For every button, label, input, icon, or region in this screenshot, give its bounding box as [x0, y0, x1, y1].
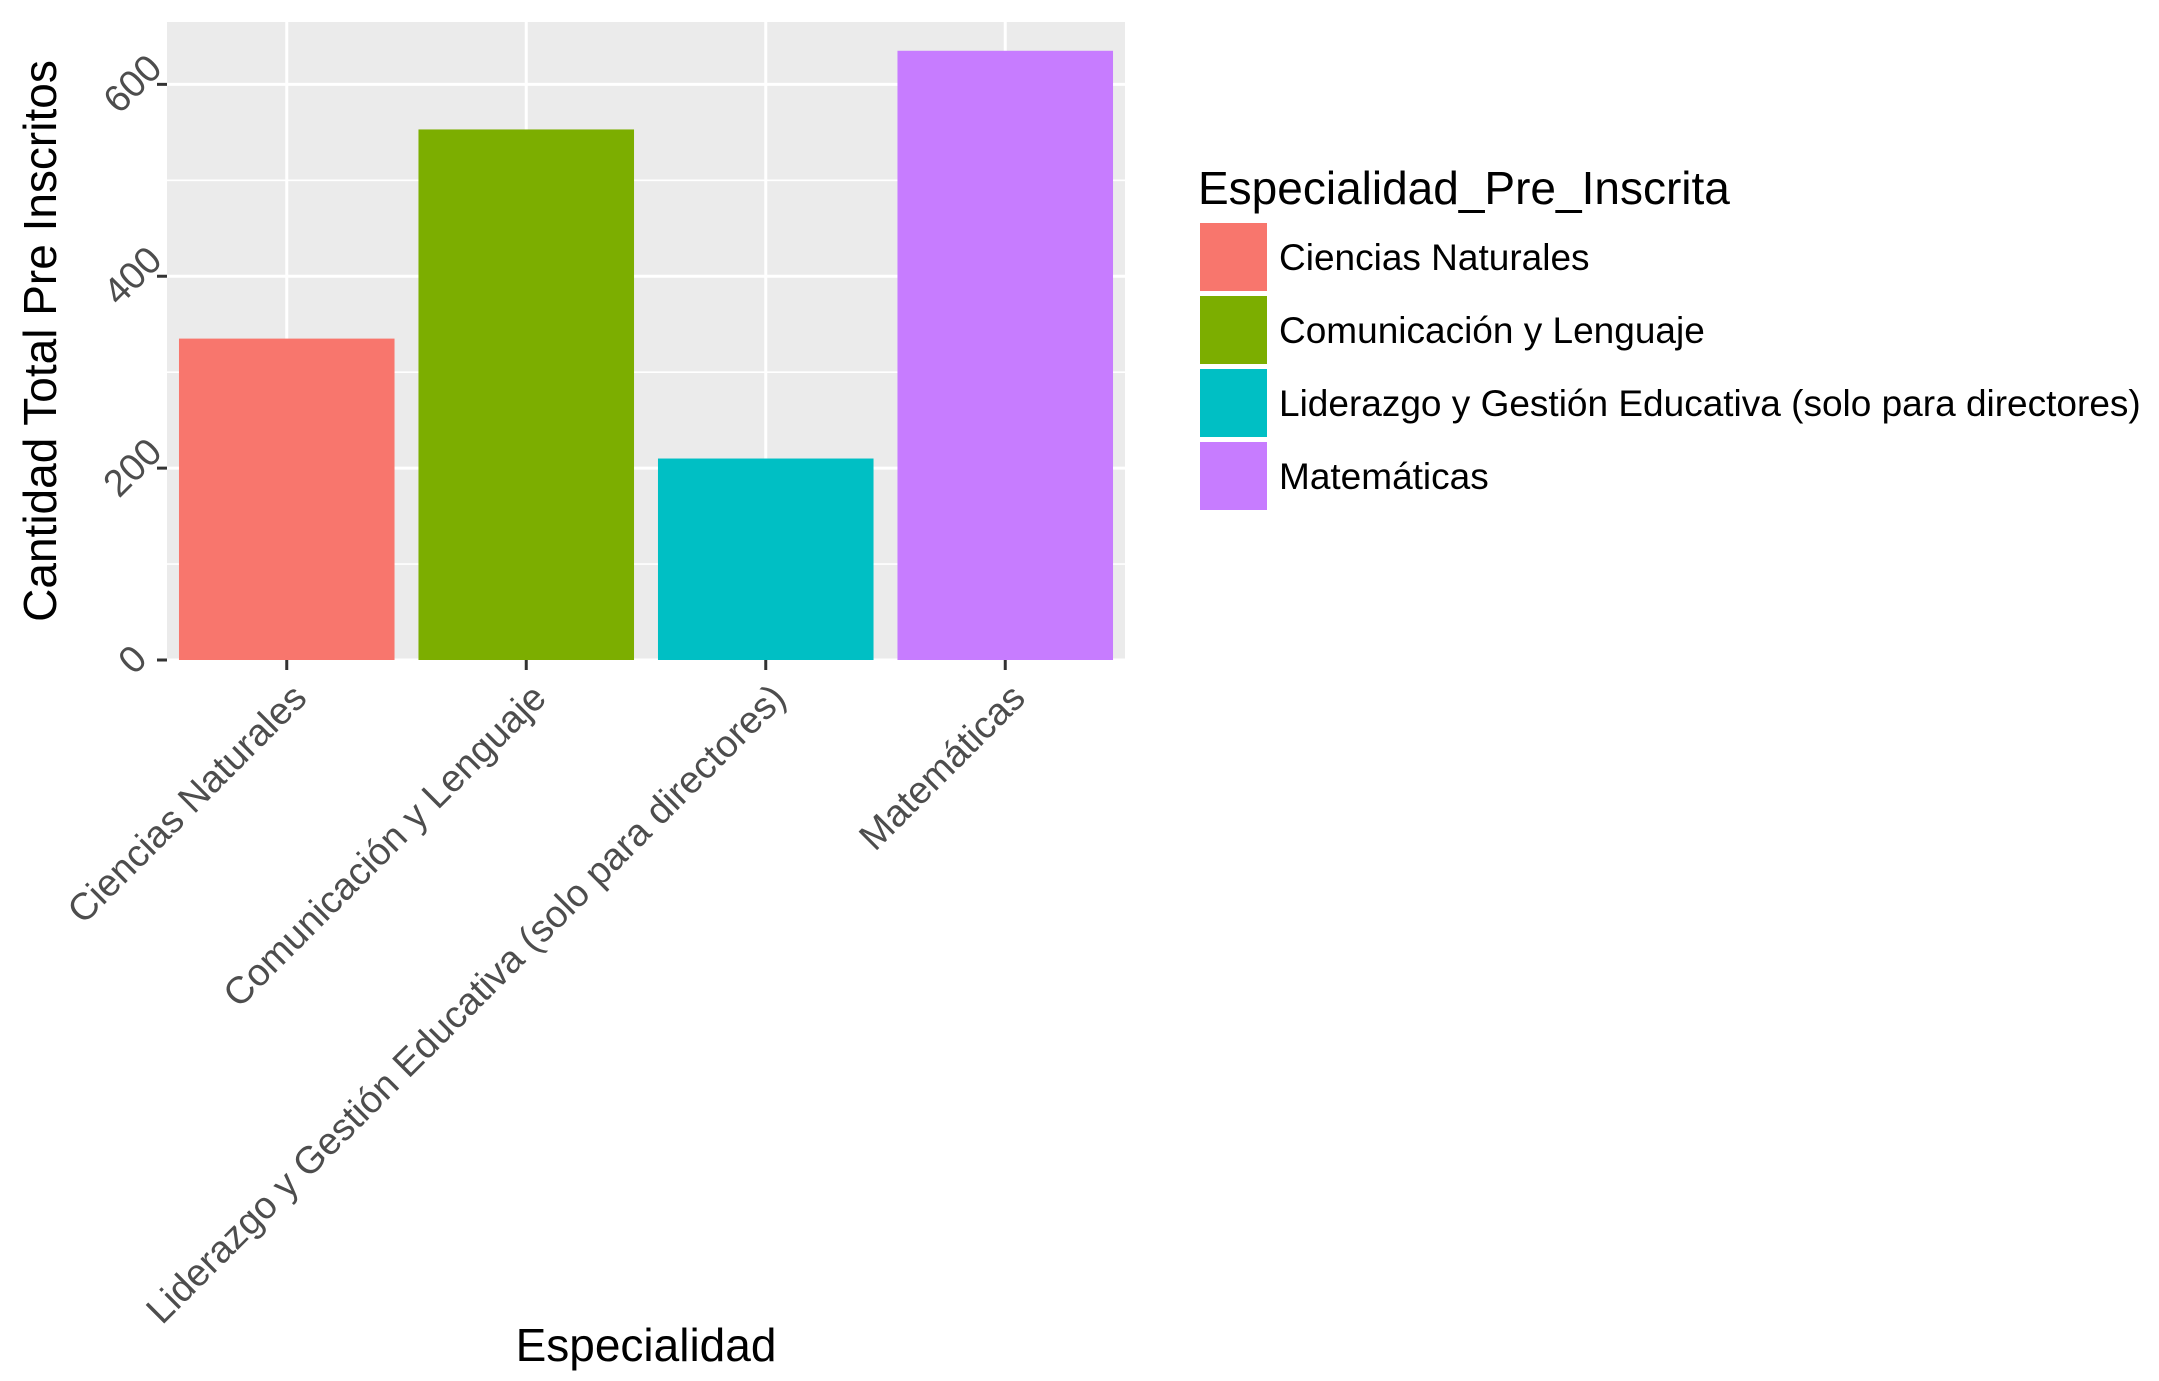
- y-axis-ticks: 0 200 400 600: [96, 47, 171, 682]
- legend-label: Matemáticas: [1279, 456, 1489, 497]
- bars: [178, 50, 1114, 660]
- legend-key: [1200, 369, 1267, 437]
- y-tick-label: 400: [96, 239, 171, 314]
- legend-key: [1200, 223, 1267, 291]
- x-axis-title: Especialidad: [516, 1319, 777, 1371]
- bar: [897, 50, 1114, 660]
- legend-title: Especialidad_Pre_Inscrita: [1198, 162, 1730, 214]
- bar: [418, 129, 635, 660]
- x-tick-label: Ciencias Naturales: [60, 677, 315, 932]
- legend-items: Ciencias Naturales Comunicación y Lenguaj…: [1200, 223, 2141, 510]
- legend-label: Ciencias Naturales: [1279, 237, 1590, 278]
- legend-key: [1200, 296, 1267, 364]
- legend-label: Comunicación y Lenguaje: [1279, 310, 1705, 351]
- bar: [178, 338, 395, 660]
- y-tick-label: 0: [111, 638, 156, 683]
- y-tick-label: 600: [96, 47, 171, 122]
- bar: [657, 458, 874, 660]
- legend-label: Liderazgo y Gestión Educativa (solo para…: [1279, 383, 2141, 424]
- y-axis-title: Cantidad Total Pre Inscritos: [14, 60, 66, 622]
- legend: Especialidad_Pre_Inscrita Ciencias Natur…: [1198, 162, 2141, 510]
- x-tick-label: Matemáticas: [852, 677, 1034, 859]
- y-tick-label: 200: [96, 431, 171, 506]
- legend-key: [1200, 442, 1267, 510]
